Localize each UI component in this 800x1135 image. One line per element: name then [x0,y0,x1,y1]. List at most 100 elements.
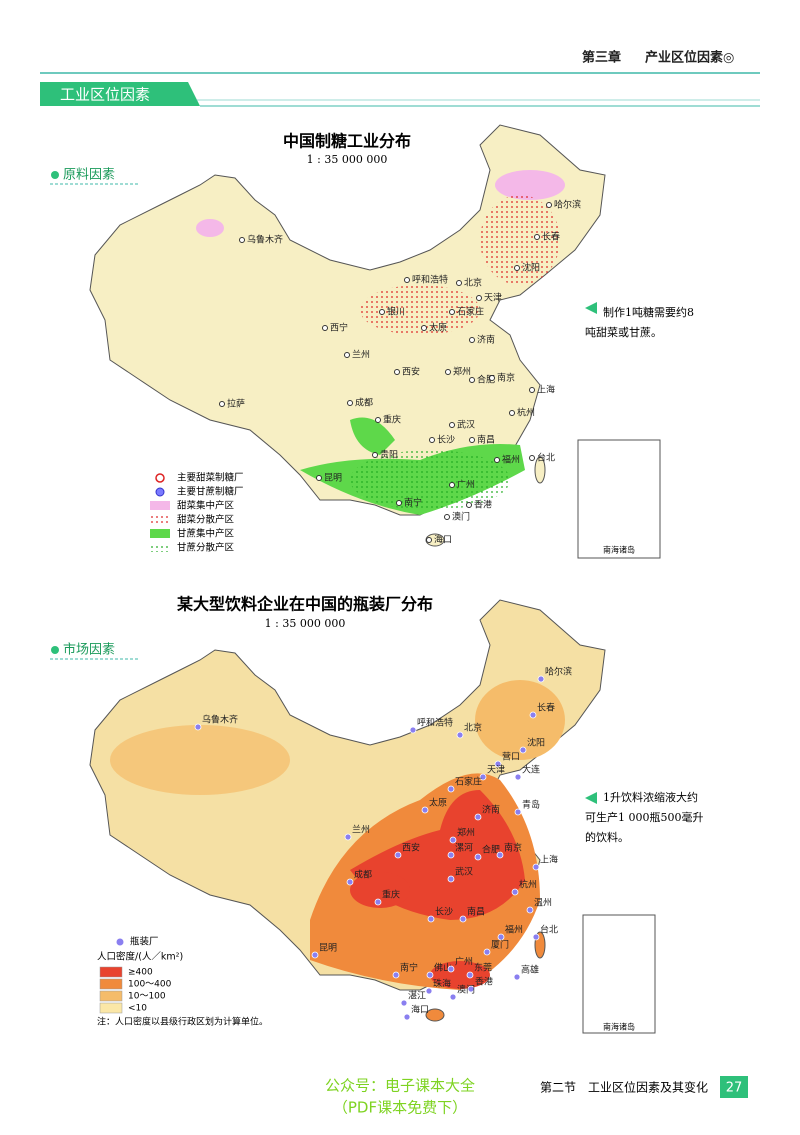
city-label: 哈尔滨 [545,666,572,678]
city-marker [444,514,450,520]
city-label: 太原 [429,322,447,334]
city-label: 太原 [429,797,447,809]
side-note: 制作1吨糖需要约8 [603,305,694,319]
inset-box [577,439,661,559]
hainan [425,1008,445,1022]
banner-bg [40,82,200,106]
legend-label: 甜菜集中产区 [177,500,235,512]
city-label: 高雄 [521,964,539,976]
city-label: 海口 [411,1004,429,1016]
city-label: 银川 [387,306,405,318]
plant-marker [194,723,202,731]
plant-marker [449,993,457,1001]
city-label: 南京 [497,372,515,384]
city-label: 长春 [537,702,555,714]
plant-marker [425,987,433,995]
legend-swatch [99,990,123,1002]
city-label: 珠海 [433,978,451,990]
city-label: 南昌 [467,906,485,918]
legend-label: 100～400 [128,980,172,990]
city-label: 杭州 [519,879,537,891]
city-label: 昆明 [319,943,337,954]
city-label: 青岛 [522,799,540,811]
map-bottling [89,599,656,1034]
city-label: 合肥 [482,844,500,856]
city-label: 天津 [484,293,502,304]
city-label: 昆明 [324,473,342,484]
city-marker [509,410,515,416]
city-label: 天津 [487,765,505,776]
chapter: 第三章 [582,50,621,66]
city-marker [469,437,475,443]
city-label: 上海 [540,854,558,866]
city-label: 南宁 [400,962,418,974]
side-note: 的饮料。 [585,830,629,844]
tag: 原料因素 [63,168,115,183]
plant-marker [496,851,504,859]
legend-swatch [150,529,170,538]
city-label: 郑州 [457,827,475,839]
legend-label: ≥400 [128,968,153,978]
city-label: 成都 [355,397,373,409]
map-sugar [89,124,661,559]
city-label: 重庆 [382,889,400,901]
plant-marker [474,813,482,821]
city-marker [429,437,435,443]
legend-label: 甜菜分散产区 [177,514,235,526]
tag: 市场因素 [63,642,115,658]
city-label: 呼和浩特 [417,717,453,729]
city-marker [322,325,328,331]
legend-label: 10～100 [128,992,166,1002]
note-arrow [585,302,597,314]
city-marker [239,237,245,243]
city-marker [489,375,495,381]
plant-marker [537,675,545,683]
city-marker [449,482,455,488]
city-marker [449,309,455,315]
city-marker [494,457,500,463]
tag-dot [51,171,59,179]
side-note: 可生产1 000瓶500毫升 [585,810,704,824]
plant-marker [409,726,417,734]
city-label: 贵阳 [380,449,398,461]
city-label: 广州 [455,956,473,968]
beet-area [495,170,565,200]
city-label: 厦门 [491,939,509,951]
plant-marker [447,851,455,859]
city-marker [546,202,552,208]
city-label: 香港 [474,499,492,511]
city-marker [445,369,451,375]
inset-label: 南海诸岛 [603,545,635,555]
plant-marker [513,973,521,981]
city-label: 西安 [402,366,420,378]
city-label: 济南 [482,804,500,816]
plant-marker [466,971,474,979]
city-label: 乌鲁木齐 [202,714,238,726]
density-high [350,872,410,908]
note-arrow [585,792,597,804]
legend-swatch [99,978,123,990]
city-marker [344,352,350,358]
city-marker [426,537,432,543]
city-label: 郑州 [453,366,471,378]
city-label: 沈阳 [522,262,540,274]
legend-swatch [116,938,124,946]
city-marker [375,417,381,423]
plant-marker [447,875,455,883]
city-marker [534,234,540,240]
plant-marker [394,851,402,859]
legend-label: 甘蔗集中产区 [177,528,235,540]
city-label: 福州 [505,924,523,936]
density-low [110,725,290,795]
map-scale: 1 : 35 000 000 [265,617,346,630]
city-label: 台北 [540,924,558,936]
plant-marker [421,806,429,814]
city-label: 武汉 [455,866,473,878]
city-marker [514,265,520,271]
city-label: 香港 [475,976,493,988]
city-label: 兰州 [352,824,370,836]
city-label: 营口 [502,751,520,763]
plant-marker [529,711,537,719]
plant-marker [514,808,522,816]
